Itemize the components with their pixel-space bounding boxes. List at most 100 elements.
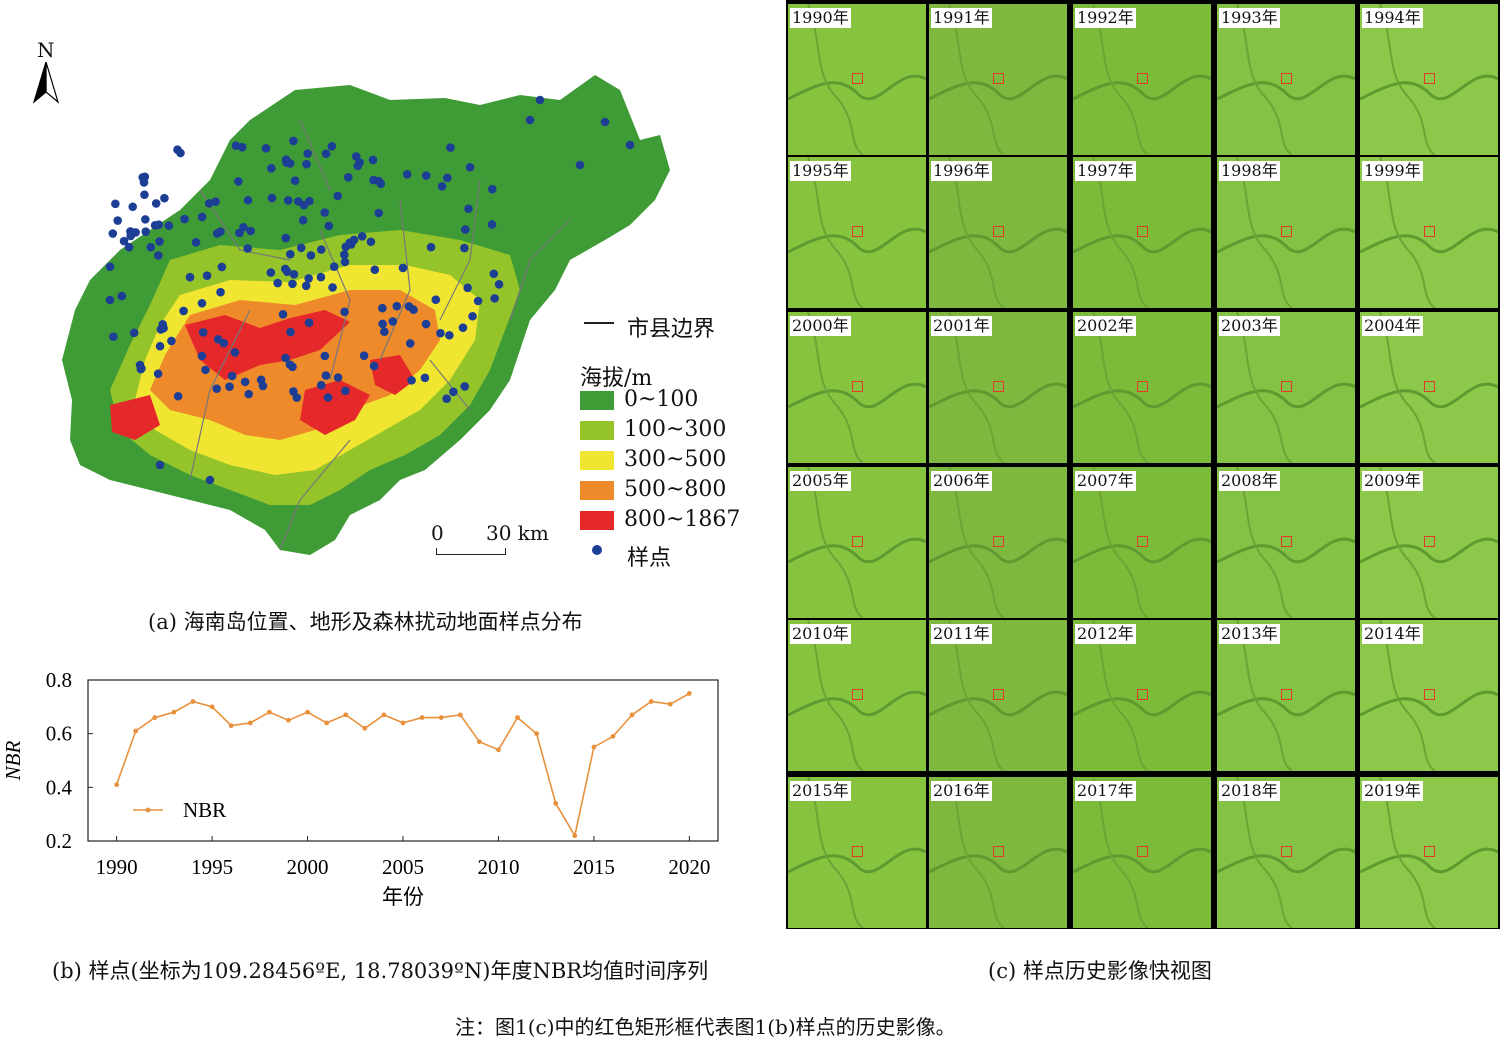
sample-point xyxy=(465,162,475,172)
sample-point xyxy=(211,197,220,206)
sample-point xyxy=(205,475,215,485)
imagery-tile: 1992年 xyxy=(1073,4,1211,155)
sample-point xyxy=(378,319,387,329)
sample-location-box xyxy=(1424,846,1435,857)
sample-point xyxy=(292,393,302,402)
y-tick-label: 0.6 xyxy=(46,722,72,746)
imagery-texture xyxy=(1217,4,1355,155)
sample-point xyxy=(273,278,282,288)
sample-point xyxy=(398,263,408,273)
sample-location-box xyxy=(1281,846,1292,857)
sample-point xyxy=(135,360,145,370)
sample-point xyxy=(281,353,290,363)
imagery-tile-year: 2003年 xyxy=(1219,316,1280,336)
imagery-tile-year: 2017年 xyxy=(1075,781,1136,801)
sample-point xyxy=(405,339,415,348)
sample-point xyxy=(380,327,389,336)
sample-point xyxy=(461,225,470,234)
sample-point xyxy=(473,296,483,306)
x-axis-label: 年份 xyxy=(382,885,424,909)
imagery-tile: 2008年 xyxy=(1217,467,1355,618)
sample-point xyxy=(266,268,276,277)
x-tick-label: 1995 xyxy=(191,855,233,879)
imagery-texture xyxy=(929,4,1067,155)
sample-point xyxy=(191,238,201,247)
sample-point xyxy=(126,227,135,236)
sample-point xyxy=(105,262,115,271)
sample-point xyxy=(227,371,237,381)
scale-bar-start: 0 xyxy=(431,521,444,545)
sample-point xyxy=(225,382,234,392)
sample-point xyxy=(320,351,330,361)
imagery-texture xyxy=(1360,4,1498,155)
sample-point xyxy=(243,195,253,205)
sample-location-box xyxy=(1424,381,1435,392)
sample-point xyxy=(299,200,309,210)
nbr-point xyxy=(133,728,139,734)
legend-swatch-0 xyxy=(580,391,614,410)
sample-point xyxy=(340,307,349,317)
sample-point xyxy=(283,196,293,205)
sample-point xyxy=(316,245,326,254)
sample-point xyxy=(376,179,386,189)
sample-point xyxy=(343,172,353,182)
imagery-tile-year: 1993年 xyxy=(1219,8,1280,28)
sample-point xyxy=(119,236,129,246)
y-axis-label: NBR xyxy=(1,741,25,782)
imagery-tile-year: 2016年 xyxy=(931,781,992,801)
imagery-tile: 2012年 xyxy=(1073,620,1211,771)
sample-point xyxy=(378,303,387,313)
map-caption: (a) 海南岛位置、地形及森林扰动地面样点分布 xyxy=(148,610,583,634)
legend-class-label: 0~100 xyxy=(624,387,699,412)
imagery-tile: 1999年 xyxy=(1360,157,1498,308)
nbr-point xyxy=(438,715,444,720)
imagery-tile-year: 2018年 xyxy=(1219,781,1280,801)
sample-location-box xyxy=(1424,689,1435,700)
sample-point xyxy=(141,227,151,236)
imagery-tile-year: 1996年 xyxy=(931,161,992,181)
imagery-tile: 2019年 xyxy=(1360,777,1498,928)
x-tick-label: 2020 xyxy=(668,855,710,879)
y-tick-label: 0.4 xyxy=(46,775,73,799)
imagery-texture xyxy=(1073,157,1211,308)
sample-point xyxy=(458,323,468,332)
imagery-tile: 2010年 xyxy=(788,620,926,771)
imagery-tile: 2001年 xyxy=(929,312,1067,463)
sample-point xyxy=(197,351,207,361)
imagery-tile-year: 2014年 xyxy=(1362,624,1423,644)
sample-point xyxy=(388,317,398,326)
sample-point xyxy=(202,271,212,280)
nbr-point xyxy=(591,744,597,750)
sample-point xyxy=(204,199,214,208)
sample-point xyxy=(329,262,339,271)
imagery-texture xyxy=(1217,312,1355,463)
sample-point xyxy=(625,140,635,150)
imagery-tile: 2009年 xyxy=(1360,467,1498,618)
sample-point xyxy=(173,391,183,401)
sample-point xyxy=(304,274,313,283)
sample-point xyxy=(267,193,277,203)
sample-point xyxy=(316,380,326,390)
sample-point xyxy=(421,171,431,180)
county-boundaries xyxy=(189,119,571,551)
sample-point xyxy=(117,291,127,301)
sample-point xyxy=(285,249,295,259)
hainan-elevation-map xyxy=(62,75,670,555)
imagery-tile-year: 1997年 xyxy=(1075,161,1136,181)
sample-point xyxy=(151,199,161,208)
scale-bar-end: 30 km xyxy=(486,521,549,545)
sample-location-box xyxy=(852,536,863,547)
imagery-tile: 2014年 xyxy=(1360,620,1498,771)
sample-point xyxy=(285,360,295,369)
sample-point xyxy=(487,220,497,229)
sample-point xyxy=(349,235,359,245)
sample-point xyxy=(290,176,300,186)
imagery-tile: 2013年 xyxy=(1217,620,1355,771)
sample-location-box xyxy=(1137,73,1148,84)
sample-point xyxy=(341,386,350,396)
nbr-point xyxy=(228,723,234,729)
imagery-tile-year: 2011年 xyxy=(931,624,992,644)
nbr-point xyxy=(686,691,692,696)
sample-point xyxy=(198,328,208,337)
sample-point xyxy=(600,117,610,127)
